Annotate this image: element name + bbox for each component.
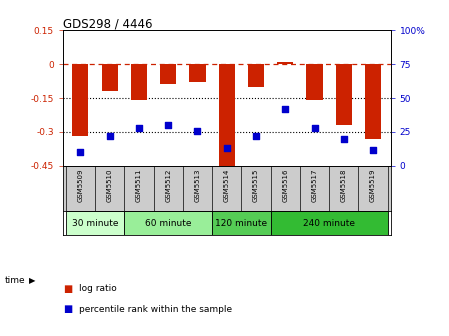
Point: [77, 150, 84, 155]
Text: GSM5509: GSM5509: [77, 168, 84, 202]
Text: GSM5515: GSM5515: [253, 168, 259, 202]
Text: ▶: ▶: [29, 276, 35, 285]
Bar: [248, 64, 264, 87]
Point: [223, 145, 230, 151]
Text: time: time: [4, 276, 25, 285]
Point: [370, 147, 377, 152]
Text: 120 minute: 120 minute: [216, 219, 268, 228]
Bar: [307, 64, 322, 100]
Bar: [365, 64, 381, 139]
Text: GSM5512: GSM5512: [165, 168, 171, 202]
Bar: [66, 211, 124, 235]
Point: [252, 133, 260, 139]
Point: [311, 125, 318, 131]
Bar: [336, 64, 352, 125]
Bar: [160, 64, 176, 84]
Bar: [189, 64, 206, 82]
Text: 30 minute: 30 minute: [72, 219, 118, 228]
Point: [165, 123, 172, 128]
Point: [282, 106, 289, 112]
Text: GSM5517: GSM5517: [312, 168, 317, 202]
Text: percentile rank within the sample: percentile rank within the sample: [79, 305, 232, 313]
Point: [106, 133, 113, 139]
Text: GDS298 / 4446: GDS298 / 4446: [63, 17, 152, 30]
Bar: [131, 64, 147, 100]
Text: ■: ■: [63, 284, 72, 294]
Text: 240 minute: 240 minute: [303, 219, 355, 228]
Bar: [219, 64, 235, 170]
Text: GSM5516: GSM5516: [282, 168, 288, 202]
Text: ■: ■: [63, 304, 72, 314]
Point: [135, 125, 142, 131]
Bar: [72, 64, 88, 136]
Text: GSM5510: GSM5510: [107, 168, 113, 202]
Bar: [101, 64, 118, 91]
Bar: [212, 211, 271, 235]
Text: GSM5511: GSM5511: [136, 168, 142, 202]
Text: GSM5514: GSM5514: [224, 168, 230, 202]
Text: GSM5518: GSM5518: [341, 168, 347, 202]
Text: GSM5519: GSM5519: [370, 168, 376, 202]
Text: log ratio: log ratio: [79, 285, 116, 293]
Text: 60 minute: 60 minute: [145, 219, 191, 228]
Point: [194, 128, 201, 133]
Bar: [124, 211, 212, 235]
Bar: [271, 211, 387, 235]
Text: GSM5513: GSM5513: [194, 168, 201, 202]
Point: [340, 136, 348, 141]
Bar: [277, 62, 293, 64]
